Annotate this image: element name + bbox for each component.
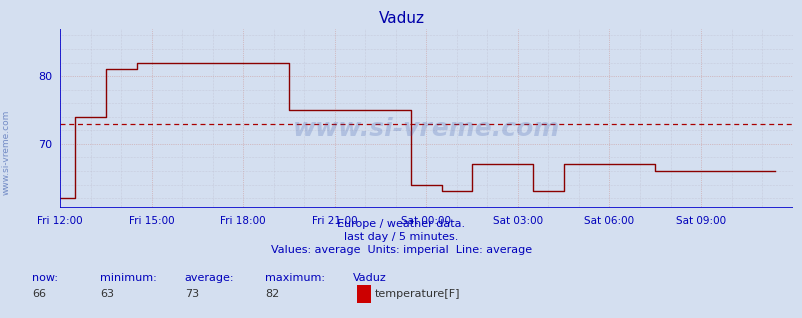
Text: 63: 63: [100, 289, 114, 299]
Text: average:: average:: [184, 273, 234, 283]
Text: last day / 5 minutes.: last day / 5 minutes.: [344, 232, 458, 242]
Text: now:: now:: [32, 273, 58, 283]
Text: Europe / weather data.: Europe / weather data.: [337, 219, 465, 229]
Text: 66: 66: [32, 289, 46, 299]
Text: www.si-vreme.com: www.si-vreme.com: [2, 110, 11, 195]
Text: 82: 82: [265, 289, 279, 299]
Text: minimum:: minimum:: [100, 273, 157, 283]
Text: maximum:: maximum:: [265, 273, 325, 283]
Text: Values: average  Units: imperial  Line: average: Values: average Units: imperial Line: av…: [270, 245, 532, 255]
Text: Vaduz: Vaduz: [353, 273, 387, 283]
Text: www.si-vreme.com: www.si-vreme.com: [293, 117, 559, 141]
Text: Vaduz: Vaduz: [378, 11, 424, 26]
Text: 73: 73: [184, 289, 199, 299]
Text: temperature[F]: temperature[F]: [375, 289, 460, 299]
